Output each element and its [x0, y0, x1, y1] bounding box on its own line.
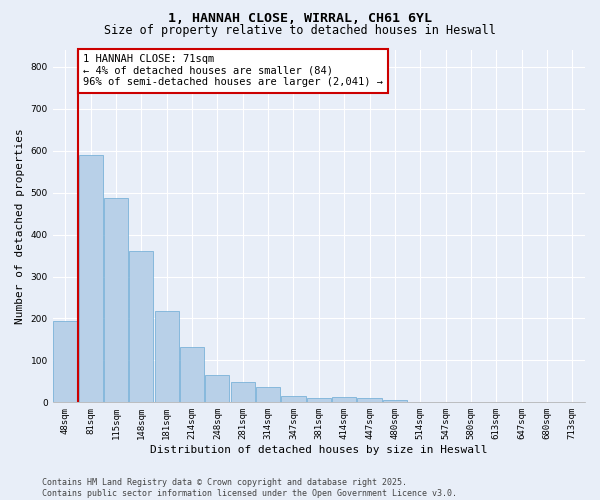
Bar: [383, 400, 407, 402]
Y-axis label: Number of detached properties: Number of detached properties: [15, 128, 25, 324]
X-axis label: Distribution of detached houses by size in Heswall: Distribution of detached houses by size …: [150, 445, 488, 455]
Text: Contains HM Land Registry data © Crown copyright and database right 2025.
Contai: Contains HM Land Registry data © Crown c…: [42, 478, 457, 498]
Text: Size of property relative to detached houses in Heswall: Size of property relative to detached ho…: [104, 24, 496, 37]
Text: 1 HANNAH CLOSE: 71sqm
← 4% of detached houses are smaller (84)
96% of semi-detac: 1 HANNAH CLOSE: 71sqm ← 4% of detached h…: [83, 54, 383, 88]
Bar: [358, 398, 382, 402]
Bar: [256, 387, 280, 402]
Text: 1, HANNAH CLOSE, WIRRAL, CH61 6YL: 1, HANNAH CLOSE, WIRRAL, CH61 6YL: [168, 12, 432, 26]
Bar: [130, 252, 154, 402]
Bar: [53, 320, 77, 402]
Bar: [307, 398, 331, 402]
Bar: [79, 155, 103, 402]
Bar: [180, 346, 204, 403]
Bar: [155, 311, 179, 402]
Bar: [104, 198, 128, 402]
Bar: [231, 382, 255, 402]
Bar: [205, 375, 229, 402]
Bar: [281, 396, 305, 402]
Bar: [332, 398, 356, 402]
